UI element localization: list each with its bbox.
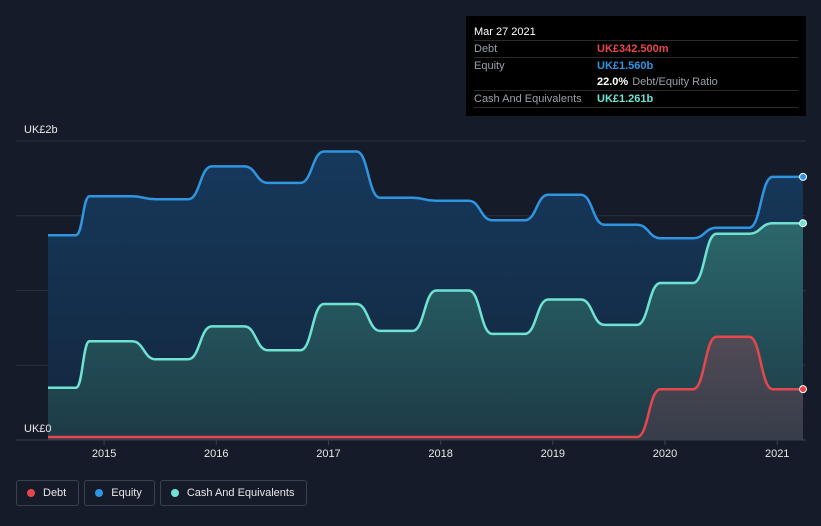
series-areas xyxy=(48,151,803,440)
legend-cash-label: Cash And Equivalents xyxy=(186,487,295,499)
legend-item-equity[interactable]: Equity xyxy=(84,480,155,506)
equity-line xyxy=(48,150,803,240)
debt-line xyxy=(48,335,803,439)
tooltip-debt-value: UK£342.500m xyxy=(597,43,669,55)
tooltip-equity-label: Equity xyxy=(474,60,505,72)
x-tick-label-2018: 2018 xyxy=(428,448,452,460)
legend-item-cash[interactable]: Cash And Equivalents xyxy=(159,480,308,506)
series-lines xyxy=(48,150,807,439)
legend: Debt Equity Cash And Equivalents xyxy=(16,480,308,506)
x-tick-label-2020: 2020 xyxy=(653,448,677,460)
tooltip-debt-label: Debt xyxy=(474,43,498,55)
tooltip-cash-row: Cash And Equivalents UK£1.261b xyxy=(474,90,798,108)
x-tick-label-2016: 2016 xyxy=(204,448,228,460)
legend-debt-dot-icon xyxy=(27,489,35,497)
legend-equity-dot-icon xyxy=(95,489,104,497)
y-axis-top-label: UK£2b xyxy=(24,124,58,136)
tooltip-cash-value: UK£1.261b xyxy=(597,93,654,105)
tooltip-date: Mar 27 2021 xyxy=(474,26,536,38)
legend-equity-label: Equity xyxy=(111,487,142,499)
tooltip-ratio-value: 22.0% xyxy=(597,76,629,88)
tooltip-cash-label: Cash And Equivalents xyxy=(474,93,582,105)
tooltip-equity-row: Equity UK£1.560b xyxy=(474,57,798,74)
x-tick-label-2019: 2019 xyxy=(541,448,565,460)
tooltip-equity-value: UK£1.560b xyxy=(597,60,654,72)
legend-debt-label: Debt xyxy=(43,487,67,499)
x-tick-label-2017: 2017 xyxy=(316,448,340,460)
debt-area xyxy=(48,336,803,440)
tooltip-ratio-label: Debt/Equity Ratio xyxy=(632,76,718,88)
tooltip: Mar 27 2021 Debt UK£342.500m Equity UK£1… xyxy=(466,16,806,116)
tooltip-ratio-spacer xyxy=(474,74,597,90)
x-axis-ticks: 2015 2016 2017 2018 2019 2020 2021 xyxy=(92,440,789,460)
x-tick-label-2015: 2015 xyxy=(92,448,116,460)
y-axis-bottom-label: UK£0 xyxy=(24,423,52,435)
debt-end-point xyxy=(799,385,807,394)
x-tick-label-2021: 2021 xyxy=(765,448,789,460)
tooltip-ratio-row: 22.0% Debt/Equity Ratio xyxy=(474,74,798,90)
tooltip-debt-row: Debt UK£342.500m xyxy=(474,40,798,57)
cash-and-equivalents-line xyxy=(48,221,803,389)
equity-end-point xyxy=(799,172,807,181)
cash-and-equivalents-end-point xyxy=(799,219,807,228)
legend-cash-dot-icon xyxy=(170,489,179,497)
legend-item-debt[interactable]: Debt xyxy=(16,480,80,506)
cash-and-equivalents-area xyxy=(48,223,803,440)
